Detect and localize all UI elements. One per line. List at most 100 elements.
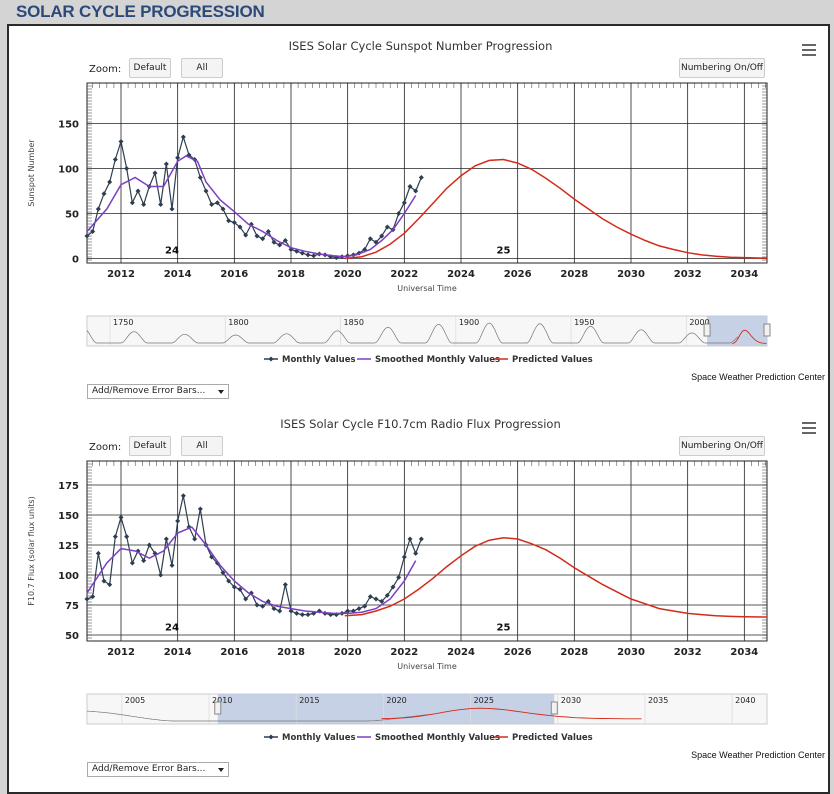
data-point [158, 202, 164, 207]
y-tick-label: 50 [65, 631, 79, 642]
y-tick-label: 150 [58, 120, 79, 131]
zoom-all-button[interactable]: All [181, 58, 223, 78]
data-point [163, 536, 169, 542]
data-point [231, 584, 237, 590]
cycle-label: 24 [165, 246, 179, 257]
sunspot-chart-svg: 2012 2014 2016 2018 2020 2022 2024 2026 2028 2030… [27, 82, 771, 365]
data-point [271, 606, 277, 612]
zoom-all-button[interactable]: All [181, 436, 223, 456]
data-point [379, 233, 385, 239]
plot-area [86, 82, 768, 264]
navigator-handle[interactable] [550, 701, 558, 715]
numbering-toggle-button[interactable]: Numbering On/Off [679, 436, 765, 456]
x-tick-label: 2018 [277, 647, 305, 658]
error-bars-select[interactable]: Add/Remove Error Bars... [87, 762, 229, 777]
hamburger-menu-icon[interactable] [802, 44, 816, 56]
data-point [107, 179, 113, 185]
zoom-label: Zoom: [89, 442, 122, 453]
legend-label-smoothed: Smoothed Monthly Values [375, 733, 500, 743]
plot-area [86, 460, 768, 642]
x-tick-label: 2016 [220, 647, 248, 658]
navigator-label: 2000 [689, 318, 709, 327]
radio-flux-chart-svg: 2012 2014 2016 2018 2020 2022 2024 2026 2028 2030… [27, 460, 768, 743]
navigator-label: 2015 [299, 696, 319, 705]
navigator-label: 2040 [735, 696, 755, 705]
navigator-predicted [381, 707, 642, 720]
cycle-label: 25 [497, 246, 511, 257]
series-line-predicted [344, 158, 768, 260]
x-tick-label: 2028 [560, 647, 588, 658]
data-point [265, 598, 271, 604]
y-axis-label: Sunspot Number [27, 139, 36, 207]
data-point [220, 570, 226, 576]
navigator-predicted [732, 329, 767, 344]
legend: Monthly Values Smoothed Monthly Values Pre… [264, 355, 593, 365]
data-point [180, 134, 186, 140]
x-tick-label: 2034 [730, 269, 758, 280]
data-point [90, 594, 96, 600]
zoom-default-button[interactable]: Default [129, 58, 171, 78]
data-point [237, 224, 243, 230]
data-point [141, 202, 147, 207]
hamburger-menu-icon[interactable] [802, 422, 816, 434]
legend-marker [268, 734, 274, 740]
navigator-series [87, 710, 429, 722]
legend-label-predicted: Predicted Values [512, 355, 593, 365]
data-point [226, 578, 232, 584]
y-tick-label: 100 [58, 165, 79, 176]
numbering-toggle-button[interactable]: Numbering On/Off [679, 58, 765, 78]
navigator-label: 1950 [574, 318, 594, 327]
data-point [305, 252, 311, 258]
data-point [84, 233, 90, 239]
data-point [141, 558, 147, 564]
data-point [112, 534, 118, 540]
data-point [146, 542, 152, 548]
series-line-smoothed [86, 155, 417, 258]
zoom-default-button[interactable]: Default [129, 436, 171, 456]
data-point [220, 206, 226, 212]
x-tick-label: 2014 [164, 647, 192, 658]
data-point [124, 166, 130, 171]
data-point [271, 239, 277, 245]
navigator-label: 2025 [474, 696, 494, 705]
data-point [192, 536, 198, 542]
cycle-label: 25 [497, 623, 511, 634]
navigator-label: 2010 [212, 696, 232, 705]
legend-label-monthly: Monthly Values [282, 733, 356, 743]
zoom-label: Zoom: [89, 64, 122, 75]
data-point [254, 233, 260, 239]
series-line-monthly [86, 495, 422, 616]
data-point [305, 612, 311, 618]
sunspot-chart-title: ISES Solar Cycle Sunspot Number Progress… [288, 39, 553, 53]
data-point [299, 612, 305, 618]
x-tick-label: 2012 [107, 647, 135, 658]
navigator-handle[interactable] [703, 323, 711, 337]
navigator-handle[interactable] [763, 323, 771, 337]
y-tick-label: 150 [58, 511, 79, 522]
error-bars-select[interactable]: Add/Remove Error Bars... [87, 384, 229, 399]
data-point [396, 211, 402, 216]
data-point [328, 612, 334, 618]
x-tick-label: 2014 [164, 269, 192, 280]
data-point [158, 572, 164, 578]
chevron-down-icon [218, 390, 224, 394]
navigator-label: 2020 [386, 696, 406, 705]
data-point [226, 218, 232, 224]
data-point [362, 603, 368, 609]
data-point [152, 550, 158, 556]
data-point [243, 232, 249, 238]
y-tick-label: 50 [65, 210, 79, 221]
legend-marker [268, 356, 274, 362]
legend-label-monthly: Monthly Values [282, 355, 356, 365]
data-point [356, 606, 362, 612]
navigator-label: 2030 [561, 696, 581, 705]
data-point [384, 224, 390, 230]
x-tick-label: 2020 [334, 269, 362, 280]
navigator-handle[interactable] [214, 701, 222, 715]
data-point [169, 562, 175, 568]
data-point [84, 596, 90, 602]
data-point [407, 184, 413, 189]
credit-text: Space Weather Prediction Center [691, 750, 825, 760]
y-tick-label: 125 [58, 541, 79, 552]
data-point [401, 554, 407, 560]
